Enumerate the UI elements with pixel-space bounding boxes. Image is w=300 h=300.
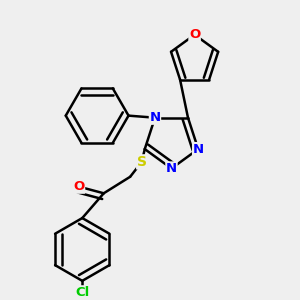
Text: N: N: [193, 142, 204, 156]
Text: N: N: [149, 111, 161, 124]
Text: N: N: [166, 162, 177, 175]
Text: S: S: [137, 155, 147, 169]
Text: O: O: [73, 180, 85, 193]
Text: Cl: Cl: [75, 286, 89, 299]
Text: O: O: [189, 28, 200, 41]
